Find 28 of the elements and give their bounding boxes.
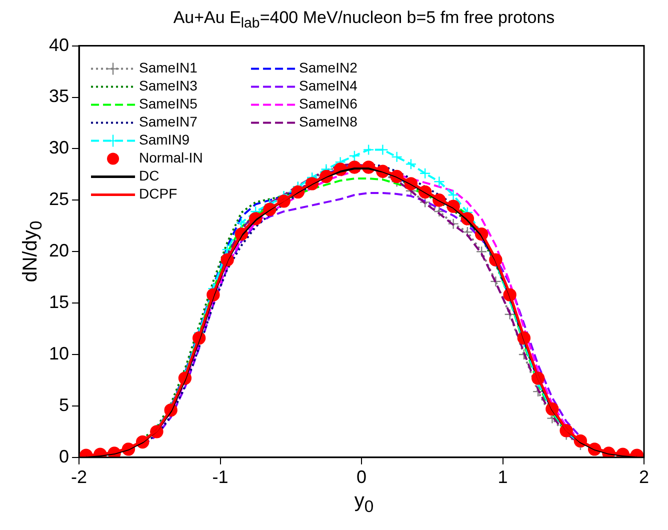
y-tick-label: 40 xyxy=(48,34,70,55)
y-tick-label: 35 xyxy=(48,86,70,106)
x-axis-title: y$_{0}$ xyxy=(353,490,375,517)
y-tick-label: 30 xyxy=(48,138,70,158)
legend-label: DC xyxy=(139,168,160,184)
x-tick-label: -2 xyxy=(71,467,88,488)
x-tick-label: 1 xyxy=(498,467,508,488)
x-tick-label: -1 xyxy=(212,467,228,488)
legend-label: DCPF xyxy=(139,186,178,202)
y-tick-label: 5 xyxy=(59,394,70,415)
legend-label: SameIN6 xyxy=(299,96,358,112)
y-tick-label: 15 xyxy=(48,292,70,312)
legend-label: SameIN1 xyxy=(139,60,198,76)
legend-label: SameIN5 xyxy=(139,96,198,112)
y-tick-label: 10 xyxy=(48,343,70,364)
legend-label: SamIN9 xyxy=(139,132,190,148)
y-tick-label: 20 xyxy=(48,240,70,261)
x-tick-label: 0 xyxy=(356,467,367,488)
legend-label: SameIN8 xyxy=(299,114,358,130)
legend-label: SameIN7 xyxy=(139,114,198,130)
legend-label: SameIN4 xyxy=(299,78,358,94)
x-tick-label: 2 xyxy=(638,467,650,488)
legend-label: Normal-IN xyxy=(139,150,203,166)
chart-title: Au+Au E$_{lab}$=400 MeV/nucleon b=5 fm free protons xyxy=(172,8,556,32)
y-tick-label: 0 xyxy=(59,446,70,466)
y-tick-label: 25 xyxy=(48,189,70,210)
legend-label: SameIN2 xyxy=(299,60,358,76)
legend-label: SameIN3 xyxy=(139,78,198,94)
